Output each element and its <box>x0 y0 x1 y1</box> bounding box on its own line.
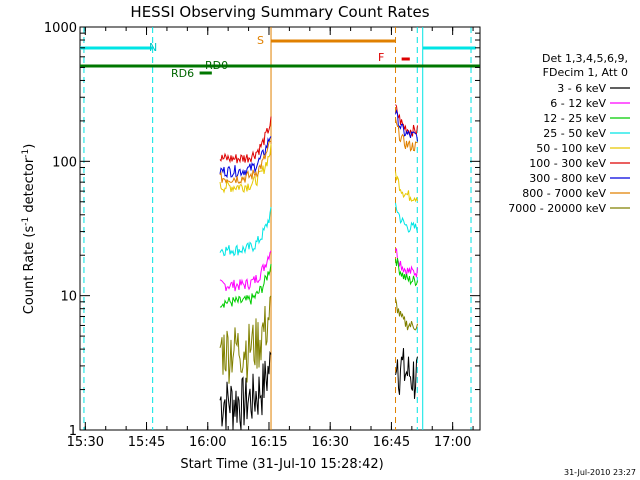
annotation-rd6: RD6 <box>171 67 194 80</box>
series-line <box>219 116 272 164</box>
annotation-n: N <box>149 41 157 54</box>
y-tick-label: 1000 <box>44 21 77 36</box>
series-line <box>395 258 418 287</box>
series-line <box>219 263 272 308</box>
series-line <box>395 109 418 142</box>
series-line <box>219 295 272 384</box>
series-line <box>395 118 418 152</box>
y-tick-label: 10 <box>60 290 77 305</box>
legend-entry-label: 6 - 12 keV <box>550 97 606 110</box>
plot-frame <box>79 26 481 431</box>
axes-group: 15:30 15:45 16:00 16:15 16:30 16:45 17:00 1 10 10… <box>44 21 480 450</box>
legend-entry-label: 300 - 800 keV <box>529 172 606 185</box>
series-line <box>395 248 418 278</box>
series-line <box>395 104 418 137</box>
x-tick-label: 16:30 <box>311 435 348 450</box>
observing-overlays <box>80 27 480 430</box>
annotation-s: S <box>257 34 264 47</box>
legend-header: FDecim 1, Att 0 <box>543 66 628 79</box>
x-tick-label: 16:45 <box>373 435 410 450</box>
chart-title: HESSI Observing Summary Count Rates <box>130 3 429 21</box>
series-line <box>395 202 418 233</box>
legend-entry-label: 25 - 50 keV <box>543 127 606 140</box>
annotation-f: F <box>378 51 384 64</box>
series-line <box>219 350 272 431</box>
legend-entry-label: 100 - 300 keV <box>529 157 606 170</box>
legend-header: Det 1,3,4,5,6,9, <box>542 52 628 65</box>
x-tick-label: 15:45 <box>128 435 165 450</box>
series-line <box>219 207 272 257</box>
series-line <box>219 140 272 184</box>
x-tick-label: 16:00 <box>189 435 226 450</box>
legend-entry-label: 7000 - 20000 keV <box>508 202 606 215</box>
footer-date: 31-Jul-2010 23:27 <box>564 468 636 477</box>
series-line <box>219 136 272 179</box>
series-group <box>219 104 418 431</box>
series-line <box>395 171 418 203</box>
legend-entry-label: 3 - 6 keV <box>557 82 606 95</box>
y-tick-label: 100 <box>52 155 77 170</box>
series-line <box>395 298 418 331</box>
series-line <box>219 250 272 292</box>
x-tick-label: 16:15 <box>250 435 287 450</box>
legend-entry-label: 800 - 7000 keV <box>522 187 606 200</box>
legend-entry-label: 50 - 100 keV <box>536 142 606 155</box>
y-tick-label: 1 <box>69 424 77 439</box>
x-tick-label: 15:30 <box>67 435 104 450</box>
legend: Det 1,3,4,5,6,9,FDecim 1, Att 0 3 - 6 keV… <box>508 52 630 215</box>
x-axis-label: Start Time (31-Jul-10 15:28:42) <box>180 457 383 472</box>
y-axis-label: Count Rate (s-1 detector-1) <box>21 144 37 315</box>
series-line <box>395 348 418 399</box>
x-tick-label: 17:00 <box>434 435 471 450</box>
annotation-rd0: RD0 <box>205 59 228 72</box>
series-line <box>219 143 272 194</box>
legend-entry-label: 12 - 25 keV <box>543 112 606 125</box>
